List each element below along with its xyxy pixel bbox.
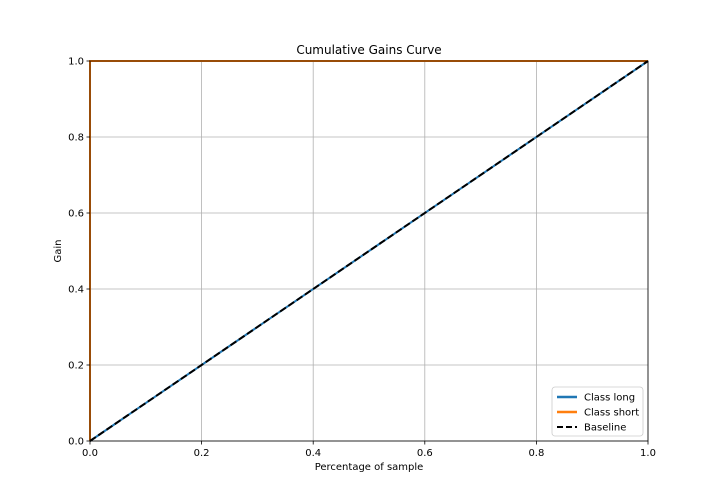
y-tick-label: 1.0 [68,57,84,68]
x-tick-label: 0.8 [528,448,544,459]
y-axis-label: Gain [53,240,64,263]
x-tick-label: 0.0 [82,448,98,459]
legend-label: Baseline [584,423,626,434]
x-axis-label: Percentage of sample [315,462,424,473]
legend-label: Class short [584,408,639,419]
x-tick-label: 1.0 [640,448,656,459]
x-tick-label: 0.2 [194,448,210,459]
series-line-baseline [89,60,649,442]
y-tick-label: 0.6 [68,209,84,220]
y-tick-label: 0.0 [68,437,84,448]
axis-ticks: 0.0 0.2 0.4 0.6 0.8 1.0 0.0 0.2 0.4 0.6 0.8 1.0 [68,57,656,460]
x-tick-label: 0.6 [417,448,433,459]
y-tick-label: 0.8 [68,133,84,144]
legend: Class long Class short Baseline [551,386,644,437]
legend-label: Class long [584,393,635,404]
y-tick-label: 0.4 [68,285,84,296]
x-tick-label: 0.4 [305,448,321,459]
legend-box [551,386,644,437]
plot-frame [89,60,649,442]
chart-title: Cumulative Gains Curve [296,43,441,57]
y-tick-label: 0.2 [68,361,84,372]
